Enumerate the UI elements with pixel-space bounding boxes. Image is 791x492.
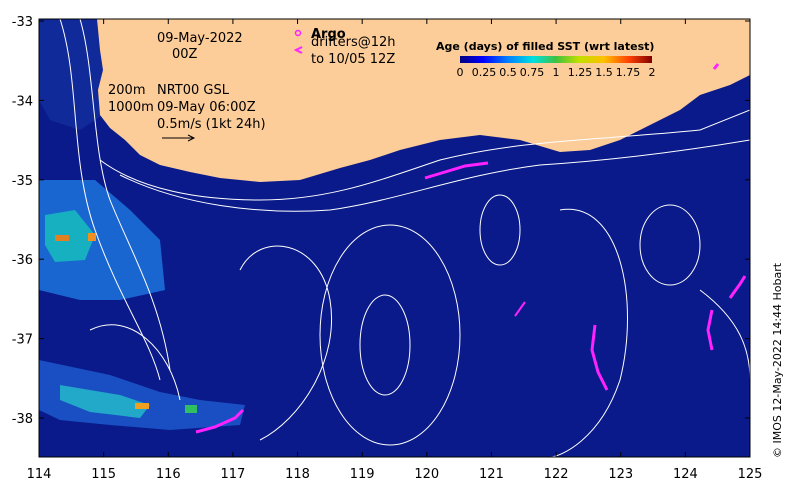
lon-tick-label: 124 <box>673 467 698 482</box>
sst-hot-1 <box>55 235 69 241</box>
colorbar-title: Age (days) of filled SST (wrt latest) <box>436 40 654 53</box>
colorbar-tick-label: 2 <box>649 66 656 79</box>
colorbar-tick-label: 1.5 <box>595 66 613 79</box>
lon-tick-label: 119 <box>350 467 375 482</box>
lon-tick-label: 116 <box>156 467 181 482</box>
sst-patch-west <box>39 180 165 300</box>
colorbar-tick-label: 1 <box>553 66 560 79</box>
colorbar <box>460 56 652 63</box>
lon-tick-label: 117 <box>220 467 245 482</box>
sst-patch-west-2 <box>45 210 95 262</box>
date-line1: 09-May-2022 <box>157 31 243 46</box>
lat-tick-label: -34 <box>12 94 33 109</box>
drifter-arrow-icon <box>293 46 303 54</box>
sst-hot-3 <box>135 403 149 409</box>
lat-tick-label: -33 <box>12 15 33 30</box>
velocity-scale: 0.5m/s (1kt 24h) <box>157 117 266 132</box>
lat-axis: -33 -34 -35 -36 -37 -38 <box>12 15 750 427</box>
product-line1: NRT00 GSL <box>157 83 230 98</box>
sst-patch-north <box>39 19 110 130</box>
depth-1000: 1000m <box>108 100 154 115</box>
credit: © IMOS 12-May-2022 14:44 Hobart <box>771 262 784 458</box>
drifter-tracks <box>195 63 747 434</box>
velocity-arrow-icon <box>162 134 196 142</box>
lat-tick-label: -36 <box>12 253 33 268</box>
argo-marker-icon <box>294 29 302 37</box>
date-line2: 00Z <box>172 47 198 62</box>
lon-tick-label: 118 <box>285 467 310 482</box>
colorbar-ticks: 0 0.25 0.5 0.75 1 1.25 1.5 1.75 2 <box>457 66 656 79</box>
lat-tick-label: -37 <box>12 333 33 348</box>
colorbar-tick-label: 0.5 <box>499 66 517 79</box>
colorbar-tick-label: 0.25 <box>472 66 497 79</box>
lon-tick-label: 122 <box>544 467 569 482</box>
sst-hot-4 <box>185 405 197 413</box>
lon-tick-label: 114 <box>27 467 52 482</box>
contours <box>59 19 750 457</box>
plot-frame <box>38 18 751 458</box>
lon-tick-label: 125 <box>738 467 763 482</box>
drifters-line2: to 10/05 12Z <box>311 52 395 67</box>
lon-tick-label: 115 <box>91 467 116 482</box>
sst-hot-2 <box>88 233 96 241</box>
depth-200: 200m <box>108 83 145 98</box>
sst-patch-south-2 <box>60 385 150 418</box>
lat-tick-label: -38 <box>12 412 33 427</box>
colorbar-tick-label: 1.25 <box>568 66 593 79</box>
argo-label: Argo <box>311 27 346 42</box>
lon-axis: 114 115 116 117 118 119 120 121 122 123 124 125 <box>27 19 763 482</box>
lon-tick-label: 120 <box>414 467 439 482</box>
colorbar-tick-label: 0 <box>457 66 464 79</box>
colorbar-tick-label: 0.75 <box>520 66 545 79</box>
lat-tick-label: -35 <box>12 174 33 189</box>
colorbar-tick-label: 1.75 <box>616 66 641 79</box>
lon-tick-label: 123 <box>608 467 633 482</box>
drifters-line1: drifters@12h <box>311 35 396 50</box>
product-line2: 09-May 06:00Z <box>157 100 256 115</box>
lon-tick-label: 121 <box>479 467 504 482</box>
